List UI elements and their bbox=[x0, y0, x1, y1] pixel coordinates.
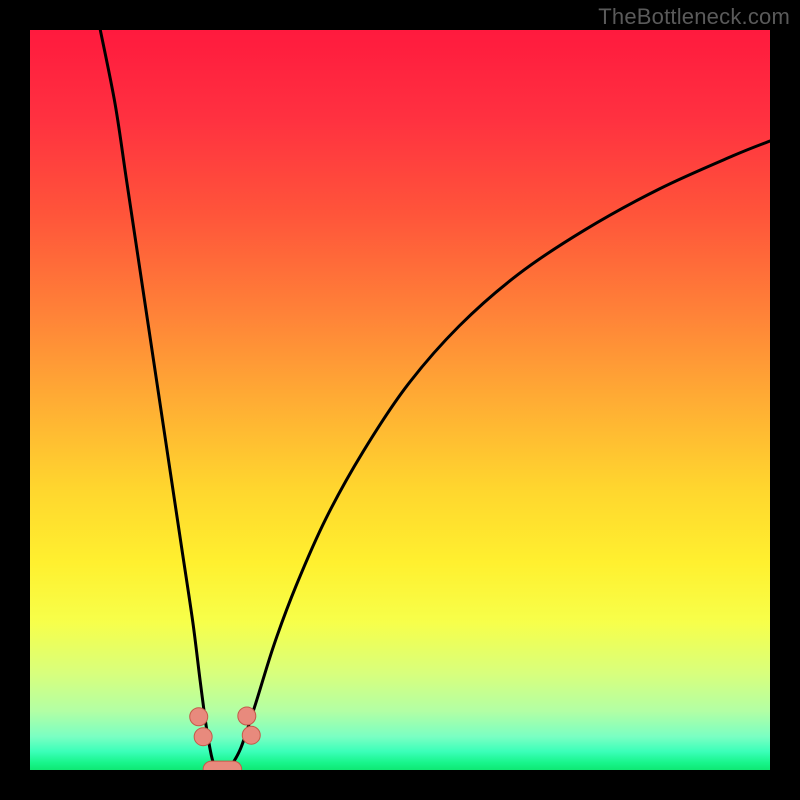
marker-dot-0 bbox=[190, 708, 208, 726]
plot-background bbox=[30, 30, 770, 770]
marker-dot-2 bbox=[238, 707, 256, 725]
marker-dot-3 bbox=[242, 726, 260, 744]
bottleneck-curve-chart bbox=[0, 0, 800, 800]
marker-dot-1 bbox=[194, 728, 212, 746]
chart-root: TheBottleneck.com bbox=[0, 0, 800, 800]
watermark-text: TheBottleneck.com bbox=[598, 4, 790, 30]
marker-lozenge bbox=[203, 761, 241, 777]
